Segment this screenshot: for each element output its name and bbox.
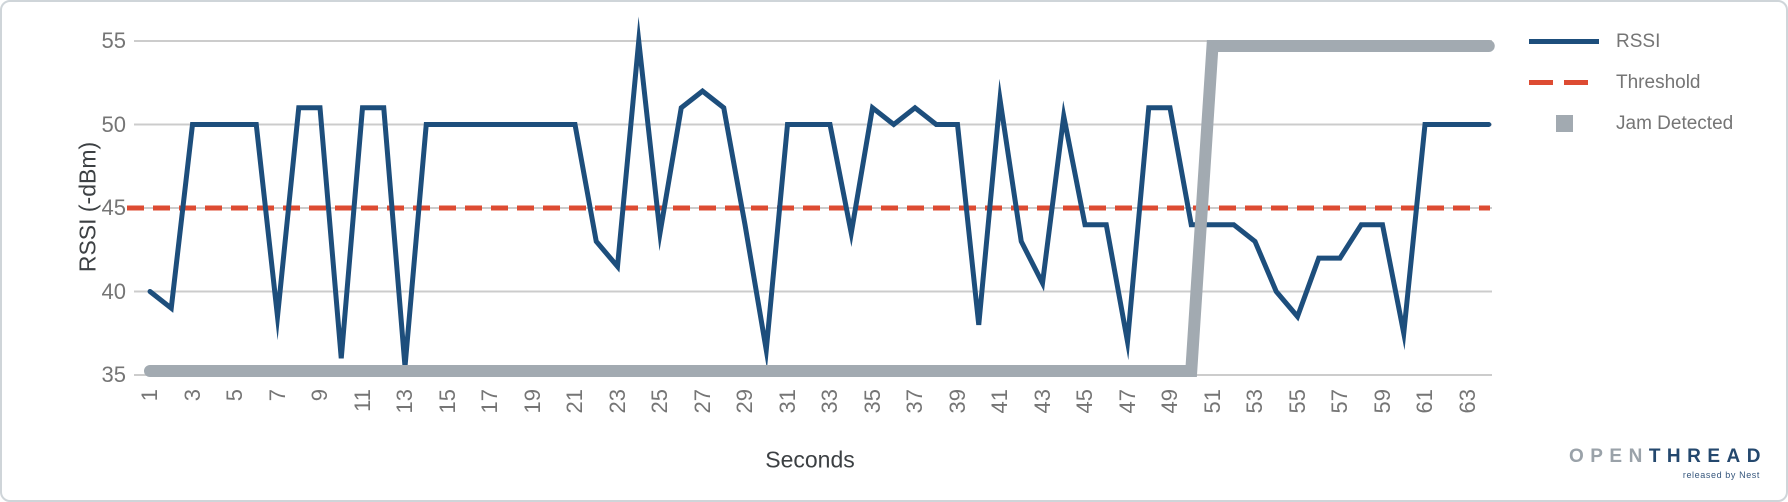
legend-label-rssi: RSSI [1616,30,1661,52]
jam-square-swatch-box [1529,111,1599,136]
y-tick-label: 45 [101,195,126,220]
y-tick-label: 50 [101,111,126,137]
openthread-logo: OPENTHREAD released by Nest [1569,446,1761,480]
y-tick-label: 35 [101,362,126,387]
legend-item-rssi: RSSI [1529,29,1733,54]
legend: RSSI Threshold Jam Detected [1529,29,1733,136]
threshold-dash-swatch-box [1529,70,1599,95]
legend-label-threshold: Threshold [1616,71,1701,93]
openthread-logo-wordmark: OPENTHREAD [1569,446,1767,468]
rssi-line-swatch [1529,39,1599,44]
legend-item-threshold: Threshold [1529,70,1733,95]
rssi-line [147,16,1492,370]
y-axis-title: RSSI (-dBm) [74,141,101,273]
threshold-dash-swatch [1529,80,1599,85]
legend-item-jam: Jam Detected [1529,111,1733,136]
x-axis-title: Seconds [765,446,855,473]
legend-label-jam: Jam Detected [1616,112,1734,134]
logo-open-text: OPEN [1568,446,1649,467]
y-tick-label: 40 [101,278,126,304]
y-tick-label: 55 [101,28,126,53]
jam-transition-connector [1190,40,1214,376]
logo-tagline: released by Nest [1682,470,1760,480]
jam-square-swatch [1555,115,1573,132]
rssi-line-swatch-box [1529,29,1599,54]
logo-thread-text: THREAD [1648,446,1767,467]
